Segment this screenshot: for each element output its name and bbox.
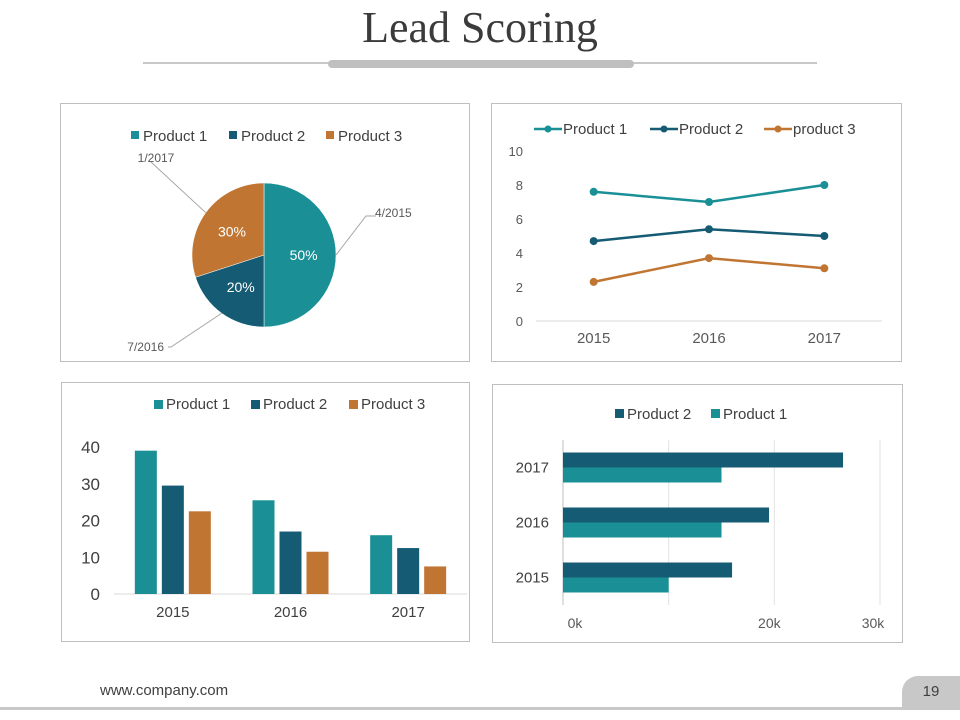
bar-product-1: [134, 450, 157, 594]
hbar-product-1: [563, 522, 722, 538]
legend-label-product-2: Product 2: [263, 396, 327, 413]
bar-product-2: [161, 485, 184, 594]
pie-callout-product-2: 7/2016: [127, 340, 164, 354]
data-point-product-3: [705, 254, 713, 263]
x-tick-label: 2016: [274, 604, 307, 621]
legend-label-product-1: Product 1: [143, 128, 207, 145]
line-chart: Product 1 Product 2 product 3 0 2 4 6 8 10 2015 20…: [509, 121, 882, 347]
slide-title: Lead Scoring: [362, 3, 598, 52]
data-point-product-3: [589, 277, 598, 286]
legend-swatch-product-2: [251, 400, 260, 409]
line-chart-panel: Product 1 Product 2 product 3 0 2 4 6 8 10 2015 20…: [491, 103, 902, 362]
pie-leader-line-product-1: [335, 215, 376, 256]
title-accent-bar: [328, 60, 634, 68]
horizontal-bar-chart: Product 2 Product 1 0k 20k 30k 2015 2016 2017: [516, 406, 886, 631]
hbar-product-2: [563, 562, 733, 578]
data-point-product-2: [589, 237, 598, 246]
data-point-product-3: [820, 264, 829, 273]
data-point-product-1: [705, 198, 713, 206]
y-tick-label: 20: [81, 512, 100, 531]
legend-swatch-product-1: [711, 409, 720, 418]
pie-data-label-product-2: 20%: [227, 279, 255, 295]
legend-swatch-product-1: [131, 131, 139, 139]
legend-label-product-3: Product 3: [338, 128, 402, 145]
bar-product-3: [188, 511, 211, 594]
y-tick-label: 0: [91, 585, 100, 604]
pie-slice-product-2: [195, 254, 265, 328]
pie-leader-line-product-2: [168, 312, 222, 348]
footer-url[interactable]: www.company.com: [100, 682, 229, 699]
y-tick-label: 4: [516, 246, 523, 261]
legend-label-product-1: Product 1: [723, 406, 787, 423]
legend-label-product-2: Product 2: [679, 121, 743, 138]
legend-label-product-2: Product 2: [627, 406, 691, 423]
page-number-badge: 19: [902, 676, 960, 710]
legend-label-product-3: Product 3: [361, 396, 425, 413]
y-category-label: 2015: [516, 570, 549, 587]
x-tick-label: 2017: [391, 604, 424, 621]
legend-marker-product-2: [660, 125, 668, 133]
y-tick-label: 6: [516, 212, 523, 227]
y-tick-label: 8: [516, 178, 523, 193]
legend-marker-product-3: [774, 125, 782, 133]
data-point-product-1: [820, 181, 829, 189]
legend-swatch-product-2: [615, 409, 624, 418]
legend-label-product-3: product 3: [793, 121, 856, 138]
legend-swatch-product-1: [154, 400, 163, 409]
y-tick-label: 2: [516, 280, 523, 295]
column-chart: Product 1 Product 2 Product 3 0 10 20 30 40 2015…: [81, 396, 467, 621]
y-tick-label: 0: [516, 314, 523, 329]
bar-product-3: [306, 551, 329, 594]
pie-data-label-product-1: 50%: [290, 247, 318, 263]
hbar-product-1: [563, 467, 722, 483]
x-tick-label: 2015: [156, 604, 189, 621]
x-tick-label: 30k: [862, 615, 886, 631]
legend-swatch-product-3: [349, 400, 358, 409]
bar-product-1: [370, 535, 393, 594]
pie-callout-product-1: 4/2015: [375, 206, 412, 220]
y-tick-label: 10: [509, 144, 523, 159]
hbar-chart-panel: Product 2 Product 1 0k 20k 30k 2015 2016 2017: [492, 384, 903, 643]
x-tick-label: 0k: [568, 615, 584, 631]
hbar-product-2: [563, 452, 844, 468]
pie-slice-product-3: [191, 182, 265, 278]
y-tick-label: 30: [81, 475, 100, 494]
bar-product-3: [424, 566, 447, 594]
footer-divider: [0, 707, 960, 710]
bar-product-2: [279, 531, 302, 594]
x-tick-label: 2017: [808, 330, 841, 347]
pie-chart-panel: Product 1 Product 2 Product 3 50% 4/2015 20% 7…: [60, 103, 470, 362]
hbar-product-1: [563, 577, 669, 593]
pie-chart: Product 1 Product 2 Product 3 50% 4/2015 20% 7…: [127, 128, 412, 354]
y-category-label: 2017: [516, 460, 549, 477]
x-tick-label: 2015: [577, 330, 610, 347]
y-tick-label: 40: [81, 438, 100, 457]
legend-swatch-product-3: [326, 131, 334, 139]
legend-label-product-1: Product 1: [563, 121, 627, 138]
pie-data-label-product-3: 30%: [218, 224, 246, 240]
data-point-product-2: [705, 225, 713, 234]
x-tick-label: 2016: [692, 330, 725, 347]
data-point-product-2: [820, 232, 829, 240]
legend-marker-product-1: [544, 125, 552, 133]
pie-callout-product-3: 1/2017: [138, 151, 175, 165]
data-point-product-1: [589, 187, 598, 196]
legend-swatch-product-2: [229, 131, 237, 139]
pie-leader-line-product-3: [150, 161, 207, 214]
y-tick-label: 10: [81, 548, 100, 567]
bar-product-1: [252, 500, 275, 594]
x-tick-label: 20k: [758, 615, 782, 631]
y-category-label: 2016: [516, 515, 549, 532]
legend-label-product-2: Product 2: [241, 128, 305, 145]
bar-product-2: [397, 548, 420, 594]
hbar-product-2: [563, 507, 770, 523]
column-chart-panel: Product 1 Product 2 Product 3 0 10 20 30 40 2015…: [61, 382, 470, 642]
legend-label-product-1: Product 1: [166, 396, 230, 413]
